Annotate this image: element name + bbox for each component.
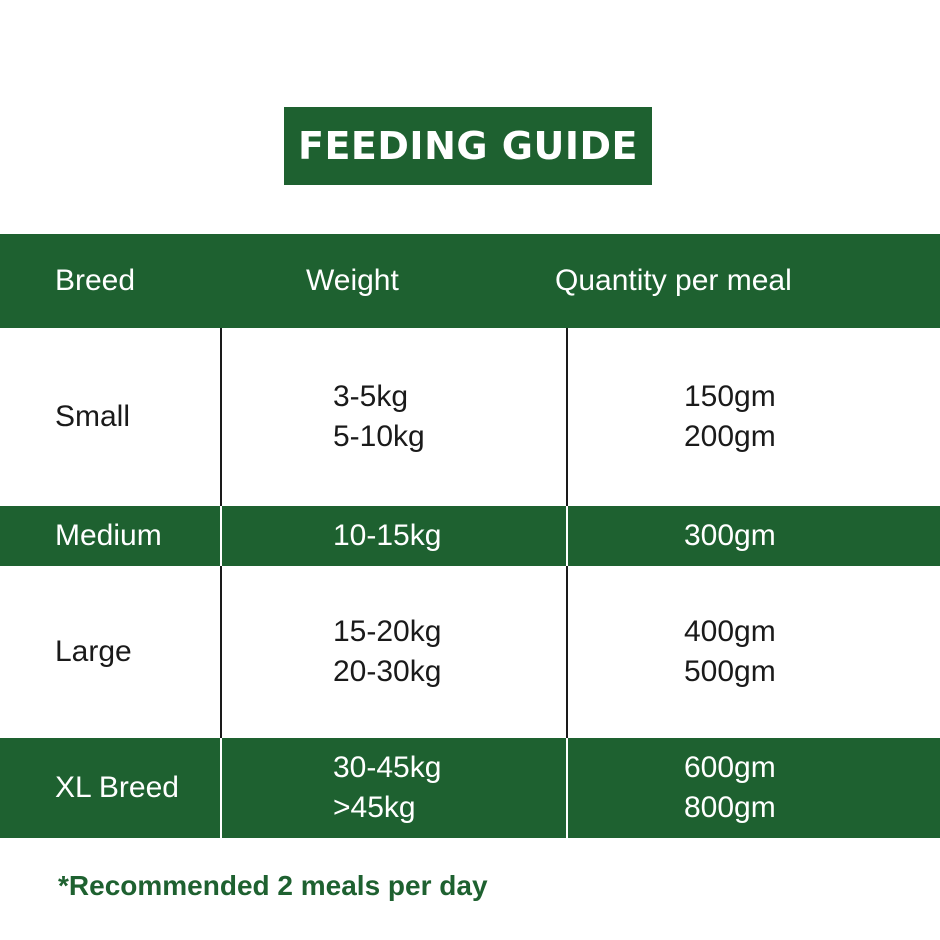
column-divider: [566, 506, 568, 566]
feeding-table: Breed Weight Quantity per meal Small 3-5…: [0, 234, 940, 838]
weight-value: 20-30kg: [333, 655, 442, 688]
quantity-value: 800gm: [684, 791, 776, 824]
weight-value: >45kg: [333, 791, 416, 824]
breed-cell: XL Breed: [55, 771, 179, 804]
weight-cell: 15-20kg 20-30kg: [333, 566, 563, 738]
quantity-cell: 300gm: [684, 506, 924, 566]
column-divider: [566, 566, 568, 738]
breed-cell: Large: [55, 635, 132, 668]
quantity-cell: 400gm 500gm: [684, 566, 924, 738]
column-divider: [566, 738, 568, 838]
column-divider: [220, 566, 222, 738]
page-title: FEEDING GUIDE: [298, 124, 638, 168]
weight-cell: 30-45kg >45kg: [333, 738, 563, 838]
weight-value: 15-20kg: [333, 615, 442, 648]
weight-value: 10-15kg: [333, 519, 442, 552]
title-banner: FEEDING GUIDE: [284, 107, 652, 185]
table-header-row: Breed Weight Quantity per meal: [0, 234, 940, 328]
breed-cell: Small: [55, 400, 131, 433]
quantity-value: 600gm: [684, 751, 776, 784]
weight-value: 3-5kg: [333, 380, 409, 413]
column-divider: [566, 328, 568, 506]
weight-value: 30-45kg: [333, 751, 442, 784]
weight-value: 5-10kg: [333, 420, 425, 453]
quantity-cell: 150gm 200gm: [684, 328, 924, 506]
table-row: Small 3-5kg 5-10kg 150gm 200gm: [0, 328, 940, 506]
table-row: Medium 10-15kg 300gm: [0, 506, 940, 566]
column-divider: [220, 328, 222, 506]
breed-cell: Medium: [55, 519, 162, 552]
header-quantity: Quantity per meal: [555, 264, 792, 297]
quantity-value: 500gm: [684, 655, 776, 688]
quantity-value: 200gm: [684, 420, 776, 453]
column-divider: [220, 738, 222, 838]
header-breed: Breed: [55, 264, 136, 297]
weight-cell: 3-5kg 5-10kg: [333, 328, 563, 506]
table-row: XL Breed 30-45kg >45kg 600gm 800gm: [0, 738, 940, 838]
header-weight: Weight: [306, 264, 399, 297]
quantity-value: 300gm: [684, 519, 776, 552]
quantity-value: 150gm: [684, 380, 776, 413]
footnote: *Recommended 2 meals per day: [58, 870, 488, 901]
table-row: Large 15-20kg 20-30kg 400gm 500gm: [0, 566, 940, 738]
weight-cell: 10-15kg: [333, 506, 563, 566]
quantity-cell: 600gm 800gm: [684, 738, 924, 838]
quantity-value: 400gm: [684, 615, 776, 648]
column-divider: [220, 506, 222, 566]
